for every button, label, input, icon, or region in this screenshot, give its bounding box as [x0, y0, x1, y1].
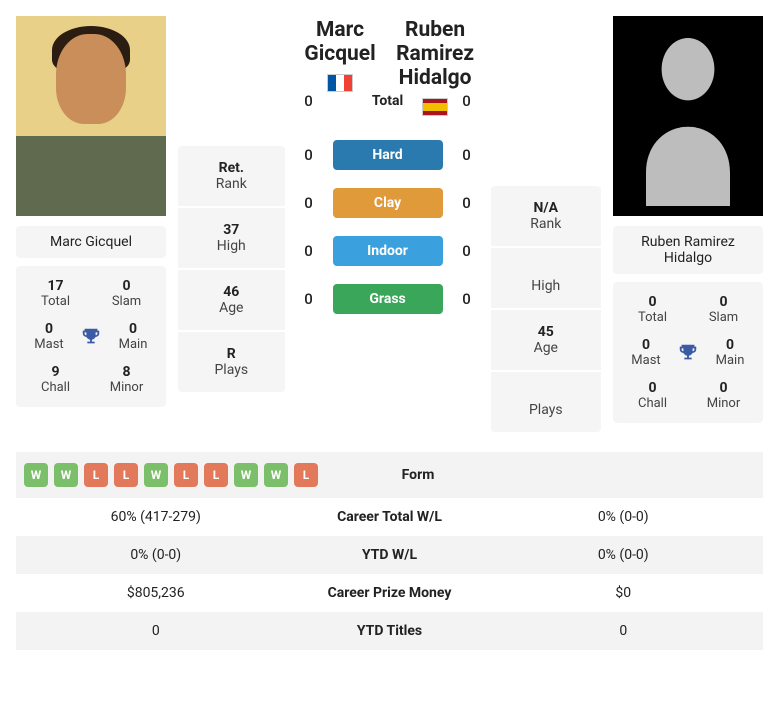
win-badge[interactable]: W — [24, 463, 48, 487]
prize-label: Career Prize Money — [290, 585, 490, 601]
right-minor-titles: 0 Minor — [688, 380, 759, 411]
h2h-grass-left: 0 — [297, 290, 321, 308]
ytd-titles-label: YTD Titles — [290, 623, 490, 639]
right-high: High — [491, 248, 601, 310]
h2h-grass-label: Grass — [333, 284, 443, 314]
left-plays: R Plays — [178, 332, 285, 392]
h2h-total-row: 0 Total 0 — [297, 86, 479, 116]
ytd-wl-left: 0% (0-0) — [22, 547, 290, 563]
loss-badge[interactable]: L — [204, 463, 228, 487]
right-player-column: Ruben Ramirez Hidalgo 0 Total 0 Slam 0 M… — [613, 16, 763, 423]
left-high: 37 High — [178, 208, 285, 270]
right-titles-grid: 0 Total 0 Slam 0 Mast 0 Main — [613, 282, 763, 423]
h2h-indoor-label: Indoor — [333, 236, 443, 266]
left-total-titles: 17 Total — [20, 278, 91, 309]
right-slam-titles: 0 Slam — [688, 294, 759, 325]
right-main-titles: 0 Main — [701, 337, 759, 368]
win-badge[interactable]: W — [144, 463, 168, 487]
win-badge[interactable]: W — [54, 463, 78, 487]
loss-badge[interactable]: L — [84, 463, 108, 487]
silhouette-icon — [628, 26, 748, 206]
right-player-name-card[interactable]: Ruben Ramirez Hidalgo — [613, 226, 763, 274]
loss-badge[interactable]: L — [294, 463, 318, 487]
h2h-surface-table: 0 Total 0 0 Hard 0 0 Clay 0 0 Indoor 0 0 — [297, 116, 479, 332]
right-chall-titles: 0 Chall — [617, 380, 688, 411]
h2h-grass-row[interactable]: 0 Grass 0 — [297, 284, 479, 314]
right-total-titles: 0 Total — [617, 294, 688, 325]
h2h-total-left: 0 — [297, 92, 321, 110]
right-rank: N/A Rank — [491, 186, 601, 248]
career-wl-right: 0% (0-0) — [490, 509, 758, 525]
loss-badge[interactable]: L — [114, 463, 138, 487]
career-wl-label: Career Total W/L — [290, 509, 490, 525]
right-mast-titles: 0 Mast — [617, 337, 675, 368]
stats-comparison-table: WWLLWLLWWL Form 60% (417-279) Career Tot… — [16, 452, 763, 650]
h2h-hard-right: 0 — [455, 146, 479, 164]
career-wl-row: 60% (417-279) Career Total W/L 0% (0-0) — [16, 498, 763, 536]
form-label: Form — [318, 467, 518, 483]
left-titles-grid: 17 Total 0 Slam 0 Mast 0 Main — [16, 266, 166, 407]
left-player-name-card[interactable]: Marc Gicquel — [16, 226, 166, 258]
left-minor-titles: 8 Minor — [91, 364, 162, 395]
left-player-column: Marc Gicquel 17 Total 0 Slam 0 Mast — [16, 16, 166, 407]
left-chall-titles: 9 Chall — [20, 364, 91, 395]
prize-row: $805,236 Career Prize Money $0 — [16, 574, 763, 612]
h2h-hard-row[interactable]: 0 Hard 0 — [297, 140, 479, 170]
h2h-indoor-left: 0 — [297, 242, 321, 260]
h2h-clay-left: 0 — [297, 194, 321, 212]
ytd-wl-label: YTD W/L — [290, 547, 490, 563]
ytd-wl-row: 0% (0-0) YTD W/L 0% (0-0) — [16, 536, 763, 574]
right-plays: Plays — [491, 372, 601, 432]
form-row: WWLLWLLWWL Form — [16, 452, 763, 498]
prize-right: $0 — [490, 585, 758, 601]
loss-badge[interactable]: L — [174, 463, 198, 487]
h2h-hard-left: 0 — [297, 146, 321, 164]
right-player-photo[interactable] — [613, 16, 763, 216]
right-age: 45 Age — [491, 310, 601, 372]
ytd-titles-left: 0 — [22, 623, 290, 639]
left-rank-card: Ret. Rank 37 High 46 Age R Plays — [178, 16, 285, 392]
left-form-badges: WWLLWLLWWL — [22, 463, 318, 487]
h2h-grass-right: 0 — [455, 290, 479, 308]
left-mast-titles: 0 Mast — [20, 321, 78, 352]
left-player-photo[interactable] — [16, 16, 166, 216]
left-main-titles: 0 Main — [104, 321, 162, 352]
win-badge[interactable]: W — [264, 463, 288, 487]
h2h-clay-row[interactable]: 0 Clay 0 — [297, 188, 479, 218]
comparison-panel: Marc Gicquel 17 Total 0 Slam 0 Mast — [16, 16, 763, 432]
h2h-column: Marc Gicquel Ruben Ramirez Hidalgo 0 Tot… — [297, 16, 479, 332]
win-badge[interactable]: W — [234, 463, 258, 487]
left-rank: Ret. Rank — [178, 146, 285, 208]
trophy-icon — [675, 342, 701, 364]
left-slam-titles: 0 Slam — [91, 278, 162, 309]
trophy-icon — [78, 326, 104, 348]
h2h-clay-right: 0 — [455, 194, 479, 212]
h2h-indoor-right: 0 — [455, 242, 479, 260]
h2h-total-right: 0 — [455, 92, 479, 110]
ytd-titles-right: 0 — [490, 623, 758, 639]
spain-flag-icon — [422, 98, 448, 116]
ytd-titles-row: 0 YTD Titles 0 — [16, 612, 763, 650]
right-rank-card: N/A Rank High 45 Age Plays — [491, 16, 601, 432]
prize-left: $805,236 — [22, 585, 290, 601]
ytd-wl-right: 0% (0-0) — [490, 547, 758, 563]
h2h-hard-label: Hard — [333, 140, 443, 170]
h2h-indoor-row[interactable]: 0 Indoor 0 — [297, 236, 479, 266]
h2h-clay-label: Clay — [333, 188, 443, 218]
left-age: 46 Age — [178, 270, 285, 332]
career-wl-left: 60% (417-279) — [22, 509, 290, 525]
